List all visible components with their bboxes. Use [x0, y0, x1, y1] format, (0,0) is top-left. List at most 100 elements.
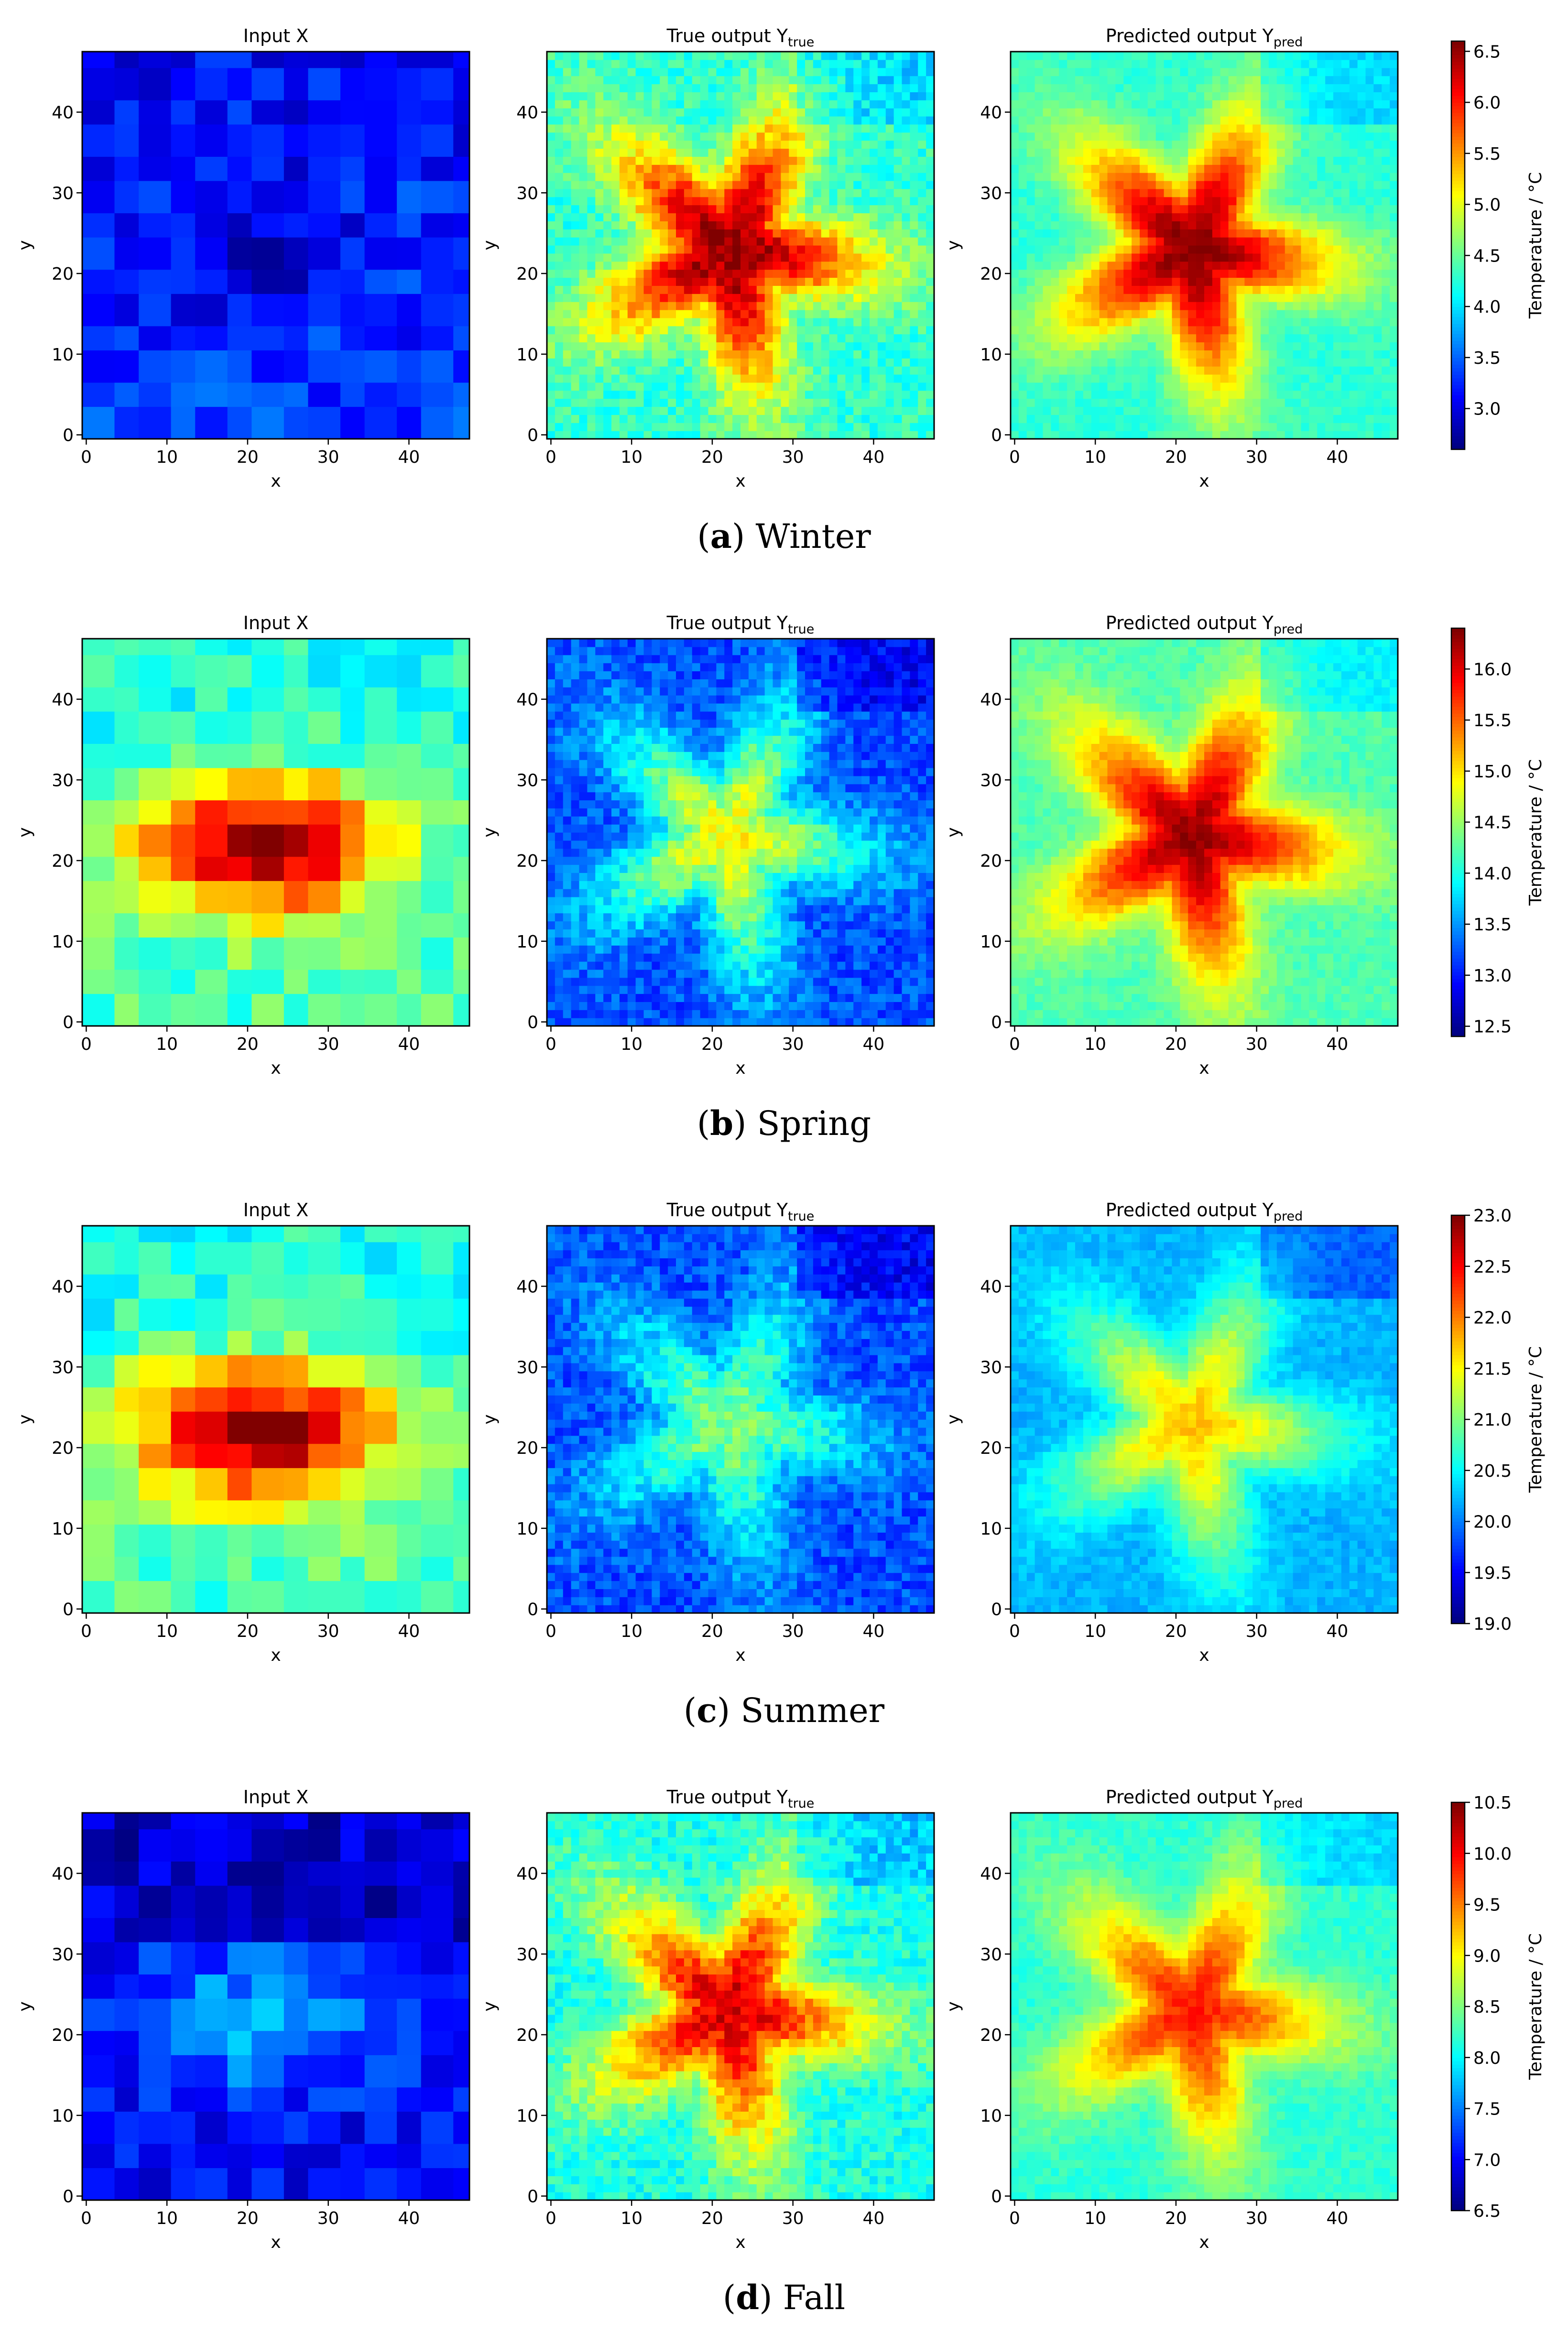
heatmap-cell	[98, 285, 107, 294]
heatmap-cell	[244, 164, 252, 173]
heatmap-cell	[219, 213, 228, 221]
heatmap-cell	[155, 366, 163, 374]
heatmap-cell	[147, 189, 155, 197]
heatmap-cell	[131, 141, 139, 149]
heatmap-cell	[131, 391, 139, 399]
heatmap-cell	[122, 326, 131, 334]
heatmap-cell	[284, 197, 292, 205]
heatmap-cell	[268, 76, 276, 84]
heatmap-cell	[82, 132, 90, 141]
heatmap-cell	[219, 391, 228, 399]
heatmap-cell	[163, 173, 171, 181]
heatmap-cell	[163, 334, 171, 342]
heatmap-cell	[292, 100, 300, 108]
heatmap-cell	[179, 374, 187, 382]
heatmap-cell	[236, 270, 244, 278]
heatmap-cell	[219, 407, 228, 415]
heatmap-cell	[115, 253, 123, 262]
heatmap-cell	[268, 141, 276, 149]
heatmap-cell	[260, 197, 268, 205]
heatmap-cell	[203, 350, 211, 358]
heatmap-cell	[107, 76, 115, 84]
heatmap-cell	[187, 431, 195, 439]
heatmap-cell	[211, 60, 219, 68]
heatmap-cell	[187, 84, 195, 92]
heatmap-cell	[107, 358, 115, 366]
heatmap-cell	[292, 124, 300, 132]
heatmap-cell	[139, 76, 147, 84]
heatmap-cell	[308, 108, 316, 116]
heatmap-cell	[276, 181, 284, 189]
heatmap-cell	[82, 399, 90, 407]
heatmap-cell	[268, 318, 276, 326]
heatmap-cell	[115, 92, 123, 100]
heatmap-cell	[147, 285, 155, 294]
heatmap-cell	[251, 285, 260, 294]
heatmap-cell	[187, 237, 195, 245]
heatmap-cell	[292, 302, 300, 310]
heatmap-cell	[251, 181, 260, 189]
heatmap-cell	[244, 189, 252, 197]
heatmap-cell	[147, 382, 155, 391]
heatmap-cell	[163, 302, 171, 310]
heatmap-cell	[82, 84, 90, 92]
heatmap-cell	[236, 173, 244, 181]
heatmap-cell	[203, 374, 211, 382]
heatmap-cell	[236, 431, 244, 439]
heatmap-cell	[236, 213, 244, 221]
heatmap-cell	[324, 350, 332, 358]
heatmap-cell	[324, 108, 332, 116]
heatmap-cell	[179, 302, 187, 310]
heatmap-cell	[122, 173, 131, 181]
heatmap-cell	[163, 181, 171, 189]
heatmap-cell	[276, 350, 284, 358]
heatmap-cell	[122, 294, 131, 302]
heatmap-cell	[147, 205, 155, 213]
heatmap-cell	[90, 399, 98, 407]
heatmap-cell	[171, 366, 179, 374]
heatmap-cell	[187, 285, 195, 294]
heatmap-cell	[324, 245, 332, 253]
heatmap-cell	[139, 318, 147, 326]
heatmap-cell	[155, 205, 163, 213]
heatmap-cell	[171, 382, 179, 391]
heatmap-cell	[300, 132, 308, 141]
heatmap-cell	[219, 124, 228, 132]
heatmap-cell	[228, 358, 236, 366]
heatmap-cell	[284, 334, 292, 342]
heatmap-cell	[122, 423, 131, 431]
heatmap-cell	[155, 164, 163, 173]
heatmap-cell	[98, 431, 107, 439]
heatmap-cell	[115, 76, 123, 84]
heatmap-cell	[147, 310, 155, 318]
heatmap-cell	[292, 423, 300, 431]
heatmap-cell	[139, 100, 147, 108]
heatmap-cell	[300, 141, 308, 149]
heatmap-cell	[82, 164, 90, 173]
heatmap-cell	[122, 92, 131, 100]
heatmap-cell	[187, 68, 195, 76]
heatmap-cell	[139, 326, 147, 334]
heatmap-cell	[155, 358, 163, 366]
heatmap-cell	[260, 366, 268, 374]
heatmap-cell	[292, 181, 300, 189]
heatmap-cell	[219, 245, 228, 253]
heatmap-cell	[260, 326, 268, 334]
heatmap-cell	[203, 245, 211, 253]
heatmap-cell	[115, 382, 123, 391]
heatmap-cell	[276, 237, 284, 245]
heatmap-cell	[251, 253, 260, 262]
heatmap-cell	[268, 173, 276, 181]
heatmap-cell	[107, 116, 115, 124]
heatmap-cell	[316, 374, 324, 382]
heatmap-cell	[131, 60, 139, 68]
heatmap-cell	[90, 245, 98, 253]
heatmap-cell	[251, 294, 260, 302]
heatmap-cell	[163, 358, 171, 366]
heatmap-cell	[107, 181, 115, 189]
heatmap-cell	[90, 342, 98, 350]
heatmap-cell	[308, 399, 316, 407]
heatmap-cell	[131, 197, 139, 205]
heatmap-cell	[292, 221, 300, 229]
heatmap-cell	[211, 68, 219, 76]
